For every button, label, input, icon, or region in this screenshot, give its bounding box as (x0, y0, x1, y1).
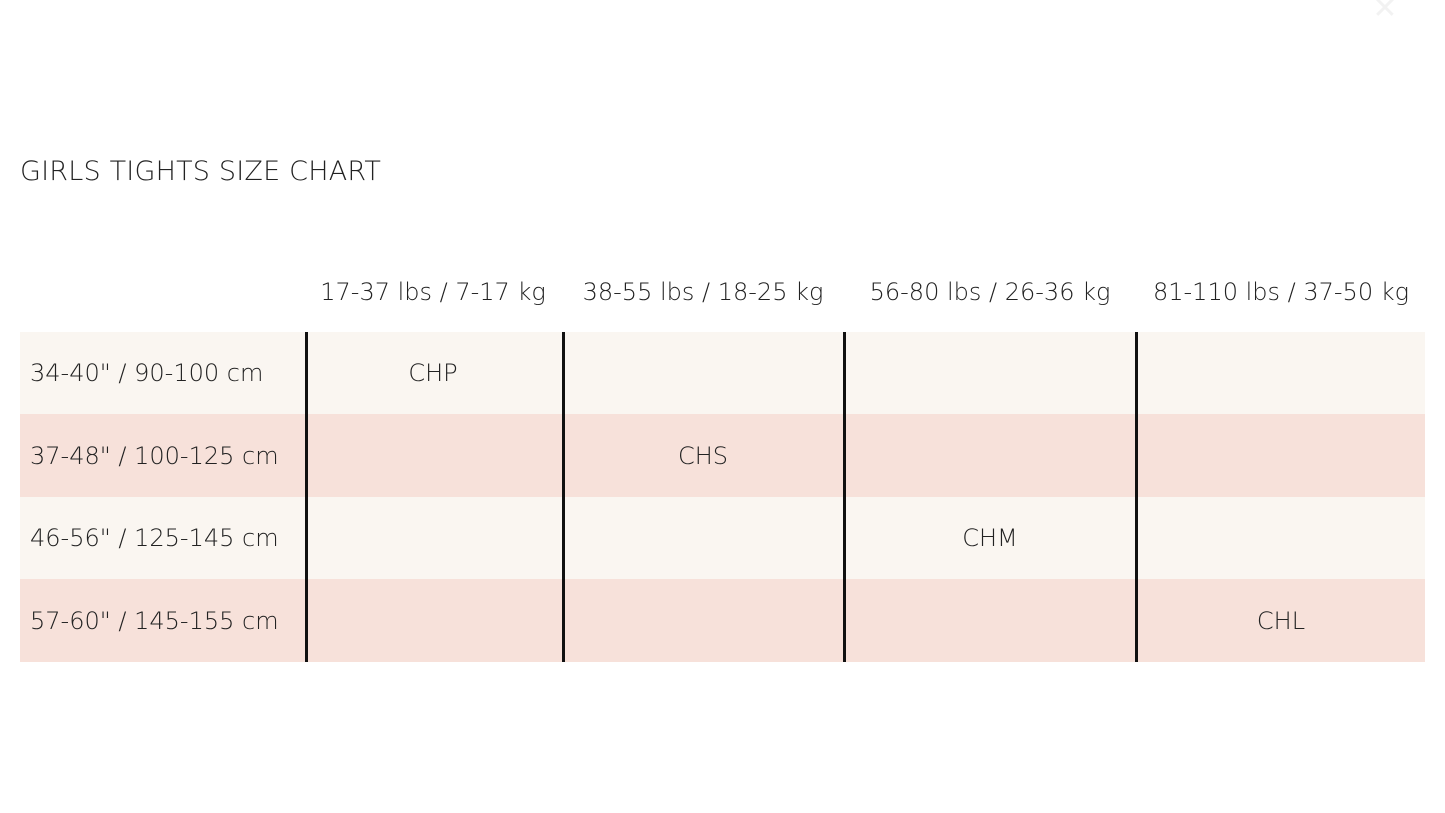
size-cell: CHL (1256, 606, 1306, 635)
column-header: 38-55 lbs / 18-25 kg (582, 278, 824, 306)
column-divider (843, 332, 846, 662)
row-label: 57-60" / 145-155 cm (30, 606, 279, 635)
column-divider (305, 332, 308, 662)
column-divider (562, 332, 565, 662)
page-title: GIRLS TIGHTS SIZE CHART (20, 156, 382, 187)
table-row: 46-56" / 125-145 cm CHM (20, 497, 1425, 579)
column-header: 81-110 lbs / 37-50 kg (1152, 278, 1410, 306)
close-icon[interactable]: ✕ (1372, 0, 1398, 26)
row-label: 46-56" / 125-145 cm (30, 524, 279, 552)
column-header: 56-80 lbs / 26-36 kg (869, 278, 1111, 306)
size-cell: CHS (677, 441, 729, 470)
column-divider (1135, 332, 1138, 662)
row-label: 37-48" / 100-125 cm (30, 441, 279, 470)
size-cell: CHM (962, 524, 1018, 552)
table-row: 37-48" / 100-125 cm CHS (20, 414, 1425, 497)
table-row: 34-40" / 90-100 cm CHP (20, 332, 1425, 414)
row-label: 34-40" / 90-100 cm (30, 359, 264, 387)
size-cell: CHP (408, 359, 458, 387)
column-header: 17-37 lbs / 7-17 kg (320, 278, 546, 306)
table-row: 57-60" / 145-155 cm CHL (20, 579, 1425, 662)
